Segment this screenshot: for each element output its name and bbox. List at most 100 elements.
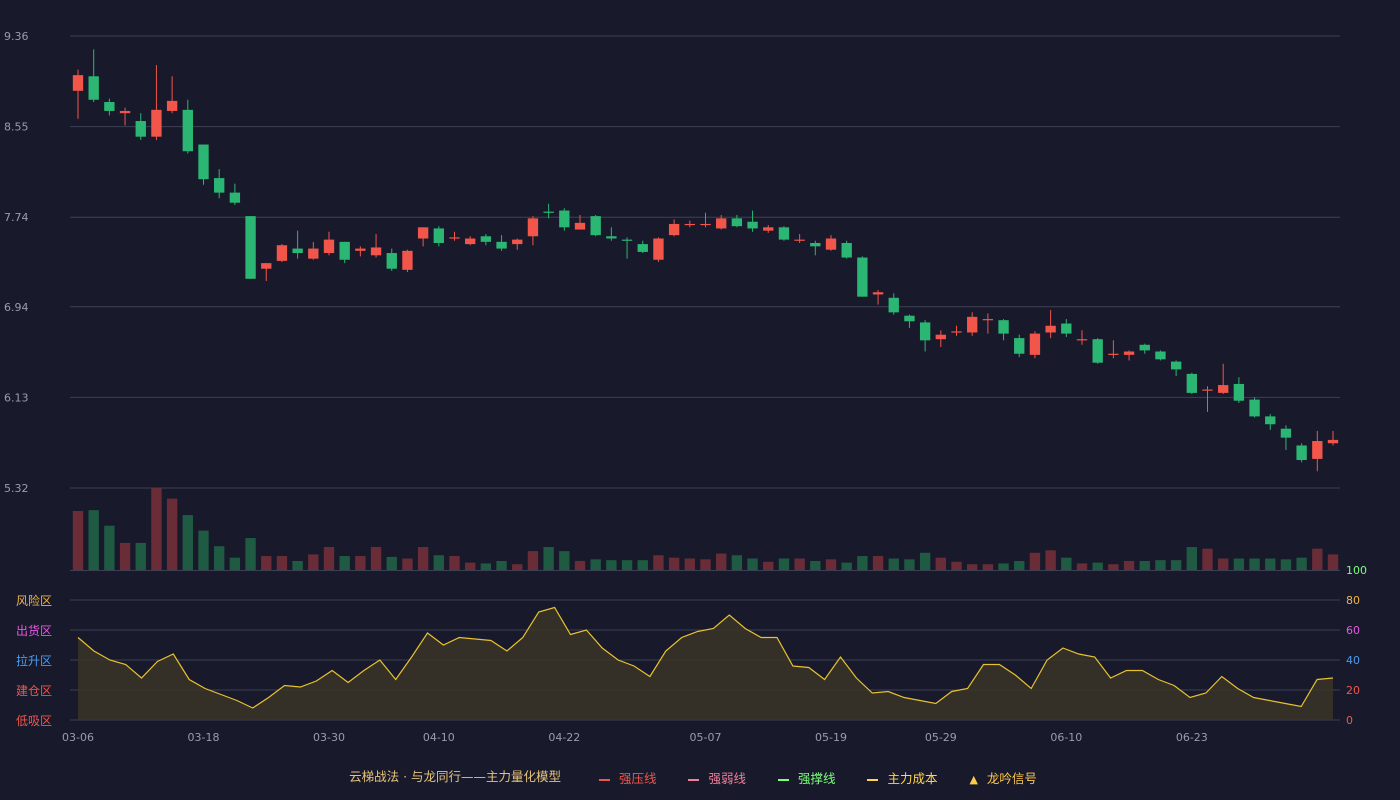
candle-body [982, 319, 994, 321]
volume-bar [1280, 559, 1292, 570]
volume-bar [119, 542, 131, 570]
candle [998, 319, 1009, 341]
candle-body [1249, 399, 1260, 417]
candle [1249, 397, 1260, 418]
volume-bar [919, 552, 931, 570]
indicator-tick-label: 100 [1346, 564, 1367, 577]
candle [449, 231, 460, 241]
candle-body [1202, 389, 1213, 391]
volume-bar [684, 558, 695, 570]
candle [166, 76, 178, 114]
volume-bar [72, 510, 84, 570]
candle [1233, 377, 1245, 403]
chart-legend: 云梯战法 · 与龙同行——主力量化模型 强压线 强弱线 强撑线 主力成本 ▲ 龙… [0, 766, 1400, 787]
x-tick-label: 05-19 [815, 731, 847, 744]
candle [292, 230, 303, 259]
legend-item-pressure-line[interactable]: 强压线 [599, 768, 657, 787]
volume-bar [1155, 560, 1166, 570]
candle [323, 231, 335, 256]
candle-body [370, 247, 382, 256]
candle-body [245, 216, 256, 279]
candle-body [182, 109, 193, 152]
candle-body [119, 110, 131, 114]
candle [1014, 334, 1025, 358]
volume-bar [323, 547, 335, 570]
candle-body [951, 331, 962, 333]
candle [135, 113, 146, 141]
volume-bar [355, 556, 366, 570]
volume-bar [1218, 558, 1229, 570]
candle-body [1186, 373, 1197, 393]
candle-body [872, 292, 884, 295]
volume-bar [1186, 547, 1197, 570]
volume-bar [1139, 560, 1150, 570]
candle-body [1155, 351, 1166, 360]
candle [574, 215, 586, 230]
candle-body [292, 248, 303, 254]
candle-body [684, 223, 695, 226]
legend-item-main-cost[interactable]: 主力成本 [867, 768, 937, 787]
candle-body [386, 253, 397, 269]
candle [1076, 330, 1088, 345]
volume-bar [496, 560, 507, 570]
candle [794, 234, 805, 243]
candle [1280, 425, 1292, 450]
volume-bar [480, 563, 492, 570]
volume-bar [810, 560, 821, 570]
candle-body [716, 218, 727, 229]
candle [1123, 350, 1135, 361]
candle [1139, 343, 1150, 354]
volume-bar [182, 515, 193, 570]
candle [496, 235, 507, 251]
volume-bar [339, 556, 350, 570]
legend-item-support-line[interactable]: 强撑线 [777, 768, 835, 787]
candle [402, 249, 413, 273]
candle [621, 237, 633, 259]
candle-body [621, 239, 633, 241]
candle [214, 169, 225, 199]
candle-body [857, 257, 868, 297]
indicator-line [77, 606, 1334, 709]
candle [700, 212, 711, 228]
candle-body [276, 245, 288, 261]
volume-bar [166, 498, 178, 570]
volume-bar [1108, 564, 1119, 570]
candle [1186, 372, 1197, 395]
candle [229, 183, 241, 205]
candle-body [1312, 441, 1323, 459]
volume-bar [1014, 560, 1025, 570]
volume-bar [1296, 557, 1307, 570]
indicator-tick-label: 0 [1346, 714, 1353, 727]
volume-bar [1029, 552, 1041, 570]
candle [417, 227, 429, 247]
candle-body [417, 227, 429, 239]
indicator-tick-label: 60 [1346, 624, 1360, 637]
candle-body [1076, 339, 1088, 341]
candle-body [668, 223, 680, 236]
legend-label: 龙吟信号 [986, 771, 1037, 786]
indicator-area [78, 607, 1333, 720]
candle [951, 325, 962, 336]
volume-bar [1265, 558, 1276, 570]
candle [1218, 363, 1229, 395]
indicator-zone-label: 风险区 [16, 593, 52, 608]
candle [1202, 386, 1213, 412]
candle-body [104, 102, 115, 111]
candle-body [574, 222, 586, 230]
volume-bar [794, 558, 805, 570]
candle-body [261, 263, 272, 269]
candle [653, 237, 664, 262]
legend-item-dragon-signal[interactable]: ▲ 龙吟信号 [969, 768, 1036, 787]
candle [1045, 310, 1056, 339]
volume-bar [904, 559, 915, 570]
candle-body [841, 242, 852, 258]
candle-body [88, 76, 99, 100]
volume-bar [276, 556, 288, 570]
volume-bar [198, 530, 209, 570]
legend-item-strength-line[interactable]: 强弱线 [688, 768, 746, 787]
volume-bar [606, 560, 617, 570]
volume-bar [308, 554, 319, 570]
volume-bar [1076, 563, 1088, 570]
volume-bar [700, 559, 711, 570]
candle [543, 203, 554, 219]
